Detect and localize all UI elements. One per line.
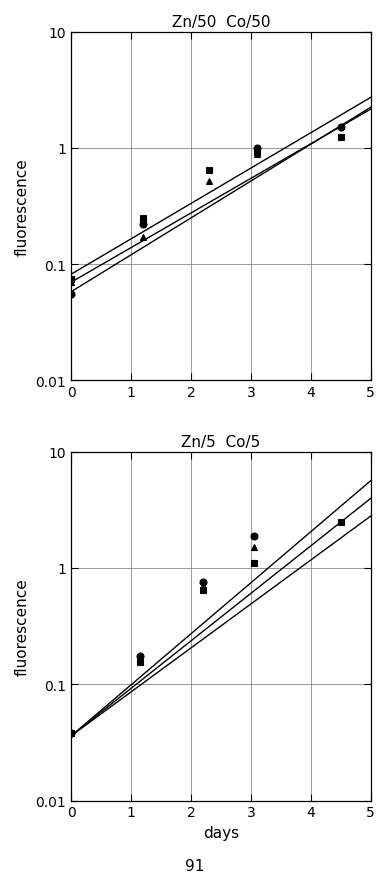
Y-axis label: fluorescence: fluorescence [15, 158, 30, 255]
Title: Zn/5  Co/5: Zn/5 Co/5 [181, 434, 261, 449]
Text: 91: 91 [185, 858, 205, 873]
Y-axis label: fluorescence: fluorescence [15, 578, 30, 675]
Title: Zn/50  Co/50: Zn/50 Co/50 [172, 15, 270, 30]
X-axis label: days: days [203, 825, 239, 840]
